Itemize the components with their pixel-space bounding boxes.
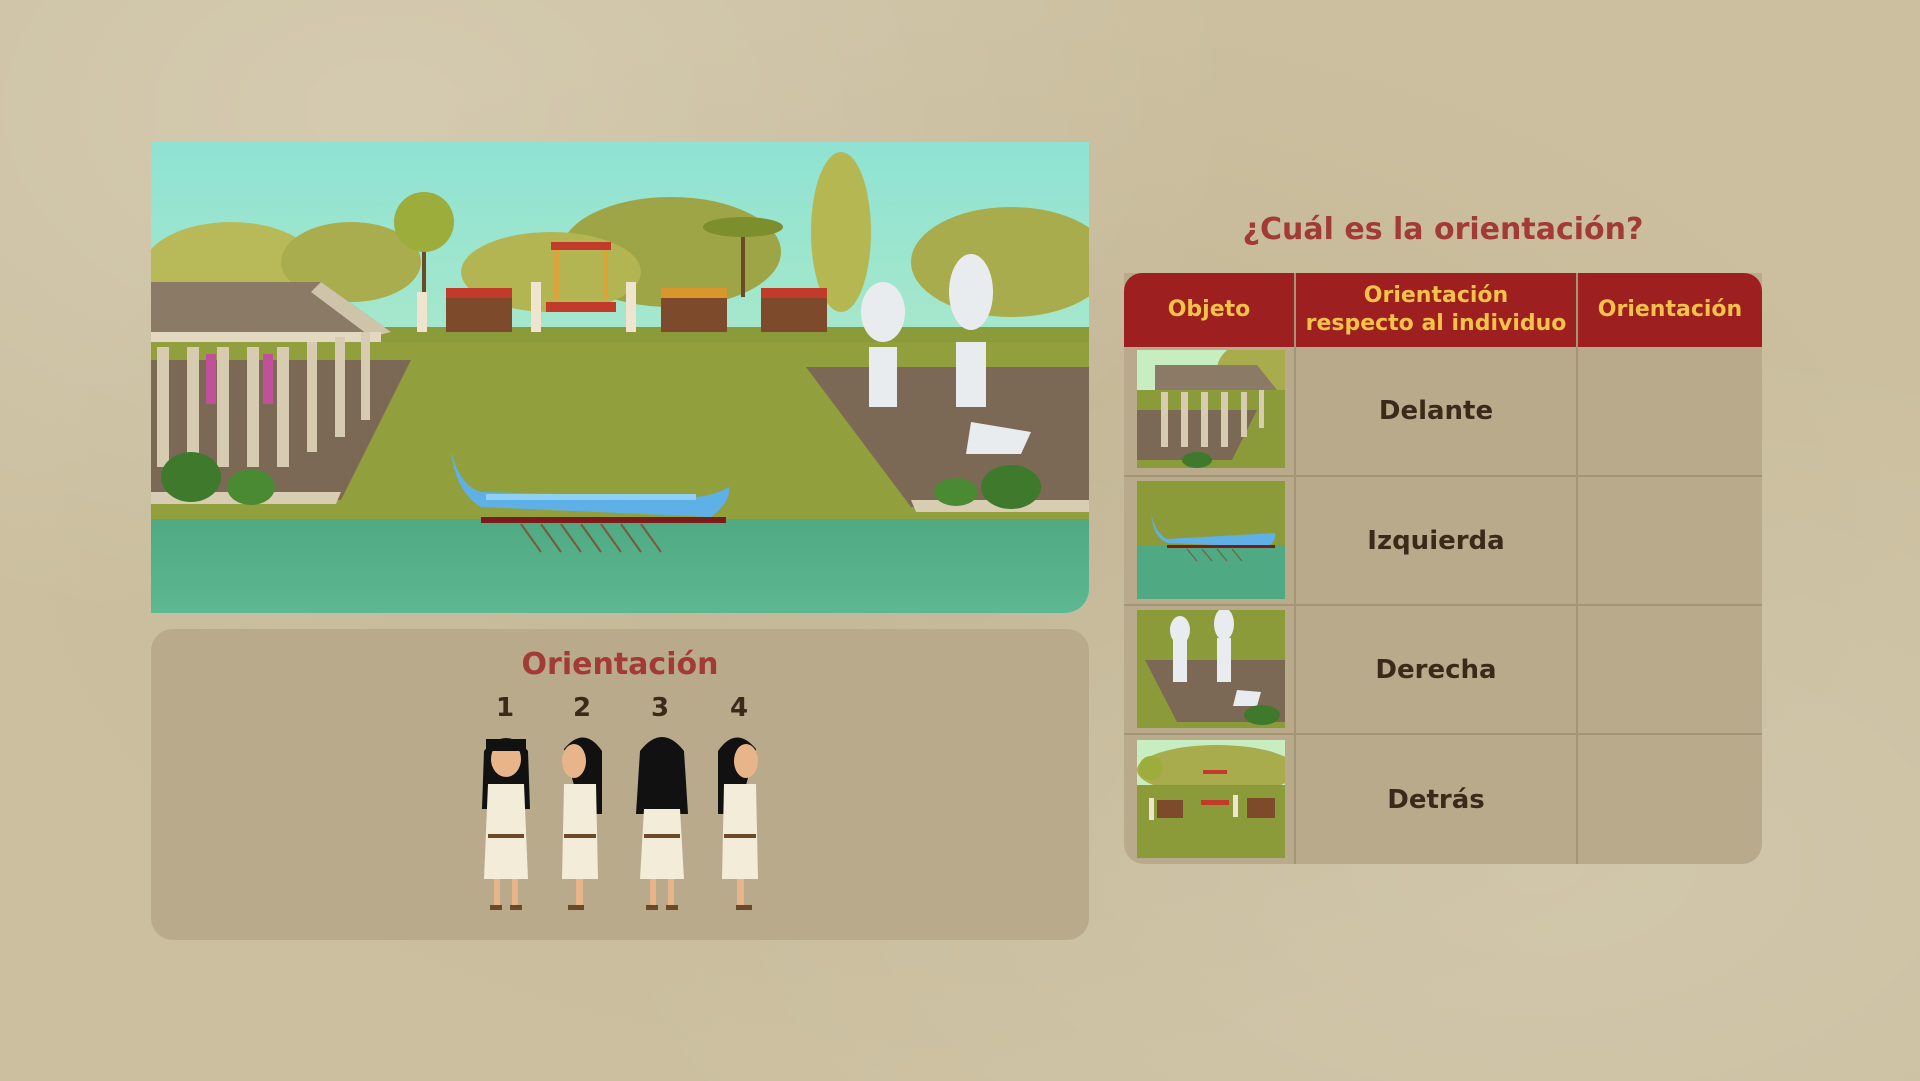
orientation-table: Objeto Orientación respecto al individuo… (1124, 273, 1762, 864)
question-title: ¿Cuál es la orientación? (1242, 212, 1644, 247)
cell-orientation-4[interactable] (1578, 735, 1762, 864)
cell-relative-2: Izquierda (1367, 525, 1505, 556)
row-divider (1124, 604, 1762, 606)
table-header: Objeto Orientación respecto al individuo… (1124, 273, 1762, 347)
orientation-number-4: 4 (729, 693, 749, 723)
orientation-number-3: 3 (650, 693, 670, 723)
market-thumbnail (1137, 740, 1285, 858)
cell-orientation-3[interactable] (1578, 606, 1762, 733)
orientation-panel: Orientación 1 2 3 4 (151, 629, 1089, 940)
orientation-title: Orientación (521, 647, 719, 682)
cell-orientation-2[interactable] (1578, 477, 1762, 604)
cell-orientation-1[interactable] (1578, 347, 1762, 475)
orientation-number-2: 2 (572, 693, 592, 723)
figure-front (482, 738, 530, 910)
row-divider (1124, 475, 1762, 477)
column-divider (1294, 273, 1296, 864)
figure-right (718, 737, 758, 910)
figure-back (636, 737, 688, 910)
column-divider (1576, 273, 1578, 864)
cell-relative-3: Derecha (1375, 654, 1497, 685)
header-relative-orientation: Orientación respecto al individuo (1305, 283, 1567, 336)
figure-left (562, 737, 602, 910)
scene-illustration (151, 142, 1089, 613)
header-orientation: Orientación (1597, 297, 1743, 322)
orientation-number-1: 1 (495, 693, 515, 723)
statues-thumbnail (1137, 610, 1285, 728)
boat-thumbnail (1137, 481, 1285, 599)
cell-relative-1: Delante (1378, 396, 1494, 426)
row-divider (1124, 733, 1762, 735)
header-object: Objeto (1167, 297, 1251, 322)
cell-relative-4: Detrás (1387, 784, 1485, 815)
temple-thumbnail (1137, 350, 1285, 468)
